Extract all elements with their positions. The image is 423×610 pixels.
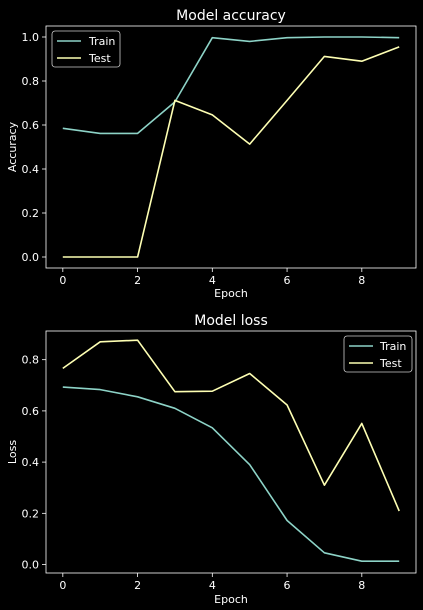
loss-legend-train-label: Train [379,340,406,353]
loss-y-tick-label: 0.8 [22,354,40,367]
loss-chart: Model loss 0 2 4 6 8 0.0 0.2 0.4 0.6 0.8 Epoch L… [6,313,417,606]
loss-series-lines [62,339,400,563]
accuracy-y-axis: 0.0 0.2 0.4 0.6 0.8 1.0 [22,31,46,264]
loss-train-line [62,386,400,563]
accuracy-y-tick-label: 0.0 [22,251,40,264]
accuracy-x-tick-label: 0 [59,274,66,287]
loss-chart-title: Model loss [194,313,268,329]
accuracy-x-tick-label: 8 [358,274,365,287]
loss-x-tick-label: 2 [134,579,141,592]
loss-x-tick-label: 4 [209,579,216,592]
accuracy-x-axis: 0 2 4 6 8 [59,268,365,287]
accuracy-x-tick-label: 6 [284,274,291,287]
loss-test-line [62,339,400,512]
accuracy-legend: Train Test [51,30,121,68]
accuracy-x-tick-label: 4 [209,274,216,287]
loss-plot-area [45,330,417,574]
accuracy-series-lines [62,36,400,258]
loss-y-tick-label: 0.6 [22,405,40,418]
accuracy-chart-title: Model accuracy [176,8,286,24]
loss-x-tick-label: 0 [59,579,66,592]
loss-y-axis: 0.0 0.2 0.4 0.6 0.8 [22,354,46,572]
loss-y-tick-label: 0.2 [22,507,40,520]
loss-x-tick-label: 6 [284,579,291,592]
loss-y-axis-label: Loss [6,440,19,464]
loss-y-tick-label: 0.4 [22,456,40,469]
loss-legend: Train Test [343,335,413,373]
loss-x-axis-label: Epoch [214,593,248,606]
accuracy-y-tick-label: 0.6 [22,119,40,132]
accuracy-test-line [62,46,400,258]
loss-x-tick-label: 8 [358,579,365,592]
accuracy-x-tick-label: 2 [134,274,141,287]
accuracy-y-axis-label: Accuracy [6,121,19,172]
accuracy-legend-train-label: Train [88,35,115,48]
accuracy-y-tick-label: 0.8 [22,75,40,88]
accuracy-x-axis-label: Epoch [214,287,248,300]
loss-legend-test-label: Test [379,357,402,370]
accuracy-y-tick-label: 0.4 [22,163,40,176]
loss-y-tick-label: 0.0 [22,559,40,572]
accuracy-y-tick-label: 1.0 [22,31,40,44]
loss-x-axis: 0 2 4 6 8 [59,573,365,592]
accuracy-plot-area [45,25,417,269]
accuracy-legend-test-label: Test [88,52,111,65]
accuracy-y-tick-label: 0.2 [22,207,40,220]
accuracy-train-line [62,36,400,135]
